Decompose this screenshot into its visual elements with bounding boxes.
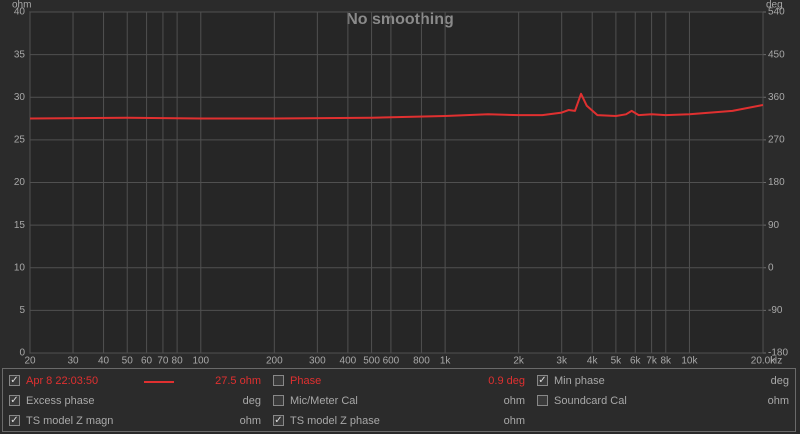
y-tick-label: 40 <box>14 7 26 18</box>
legend-item: ✓ TS model Z phase ohm <box>273 411 525 431</box>
chart: No smoothing ohm deg Hz 0 5 10 15 20 25 30 35 40… <box>12 0 788 367</box>
legend-item: Soundcard Cal ohm <box>537 391 789 411</box>
checkbox[interactable]: ✓ <box>273 415 284 426</box>
x-tick-label: 4k <box>587 356 599 366</box>
y-tick-label: 0 <box>19 348 25 359</box>
legend-panel: ✓ Apr 8 22:03:50 27.5 ohm Phase 0.9 deg ✓ Min … <box>2 368 796 432</box>
x-tick-label: 3k <box>556 356 568 366</box>
x-tick-label: 7k <box>646 356 658 366</box>
y-tick-label: 10 <box>14 262 26 273</box>
x-tick-label: 70 <box>157 356 169 366</box>
legend-item: ✓ TS model Z magn ohm <box>9 411 261 431</box>
series-line <box>29 92 764 120</box>
legend-label: Mic/Meter Cal <box>290 395 358 407</box>
legend-label: TS model Z magn <box>26 415 114 427</box>
legend-value: deg <box>242 395 261 407</box>
legend-label: Excess phase <box>26 395 95 407</box>
checkbox[interactable] <box>273 375 284 386</box>
y2-tick-label: 540 <box>768 7 785 18</box>
x-tick-label: 6k <box>630 356 642 366</box>
legend-value: ohm <box>767 395 789 407</box>
y-tick-label: 15 <box>14 220 26 231</box>
legend-value: deg <box>770 375 789 387</box>
x-tick-label: 8k <box>660 356 672 366</box>
x-tick-label: 20 <box>24 356 36 366</box>
y2-tick-label: 0 <box>768 262 774 273</box>
legend-swatch <box>144 381 174 383</box>
legend-label: Apr 8 22:03:50 <box>26 375 99 387</box>
x-tick-label: 600 <box>383 356 400 366</box>
checkbox[interactable]: ✓ <box>537 375 548 386</box>
legend-value: 27.5 ohm <box>215 375 261 387</box>
legend-item: ✓ Excess phase deg <box>9 391 261 411</box>
y2-tick-label: -90 <box>768 305 783 316</box>
x-tick-label: 40 <box>98 356 110 366</box>
y2-tick-label: 90 <box>768 220 780 231</box>
checkbox[interactable] <box>537 395 548 406</box>
y-axis-label: ohm <box>12 0 31 11</box>
x-tick-label: 80 <box>172 356 184 366</box>
y2-axis-label: deg <box>766 0 783 11</box>
legend-value: 0.9 deg <box>488 375 525 387</box>
x-tick-label: 400 <box>340 356 357 366</box>
x-tick-label: 60 <box>141 356 153 366</box>
x-axis-label: Hz <box>770 356 782 366</box>
x-tick-label: 5k <box>611 356 623 366</box>
x-tick-label: 1k <box>440 356 452 366</box>
y2-tick-label: 450 <box>768 49 785 60</box>
checkbox[interactable]: ✓ <box>9 415 20 426</box>
x-tick-label: 300 <box>309 356 326 366</box>
checkbox[interactable] <box>273 395 284 406</box>
legend-label: Phase <box>290 375 322 387</box>
legend-item: ✓ Apr 8 22:03:50 27.5 ohm <box>9 371 261 391</box>
y-tick-label: 20 <box>14 177 26 188</box>
x-tick-label: 200 <box>266 356 283 366</box>
x-tick-label: 800 <box>413 356 430 366</box>
legend-label: TS model Z phase <box>290 415 380 427</box>
y2-tick-label: 360 <box>768 92 785 103</box>
legend-item: ✓ Min phase deg <box>537 371 789 391</box>
x-tick-label: 100 <box>192 356 209 366</box>
x-tick-label: 2k <box>513 356 525 366</box>
y2-tick-label: -180 <box>768 348 788 359</box>
y-tick-label: 5 <box>19 305 25 316</box>
legend-value: ohm <box>503 395 525 407</box>
y-tick-label: 25 <box>14 135 26 146</box>
checkbox[interactable]: ✓ <box>9 395 20 406</box>
x-tick-label: 30 <box>67 356 79 366</box>
y-tick-label: 30 <box>14 92 26 103</box>
legend-item: Mic/Meter Cal ohm <box>273 391 525 411</box>
x-tick-label: 50 <box>122 356 134 366</box>
legend-label: Min phase <box>554 375 605 387</box>
legend-value: ohm <box>239 415 261 427</box>
legend-label: Soundcard Cal <box>554 395 627 407</box>
y-tick-label: 35 <box>14 49 26 60</box>
checkbox[interactable]: ✓ <box>9 375 20 386</box>
x-tick-label: 10k <box>681 356 698 366</box>
y2-tick-label: 270 <box>768 135 785 146</box>
x-tick-label: 20.0k <box>751 356 776 366</box>
x-tick-label: 500 <box>363 356 380 366</box>
legend-item: Phase 0.9 deg <box>273 371 525 391</box>
legend-value: ohm <box>503 415 525 427</box>
chart-title: No smoothing <box>346 11 454 28</box>
y2-tick-label: 180 <box>768 177 785 188</box>
